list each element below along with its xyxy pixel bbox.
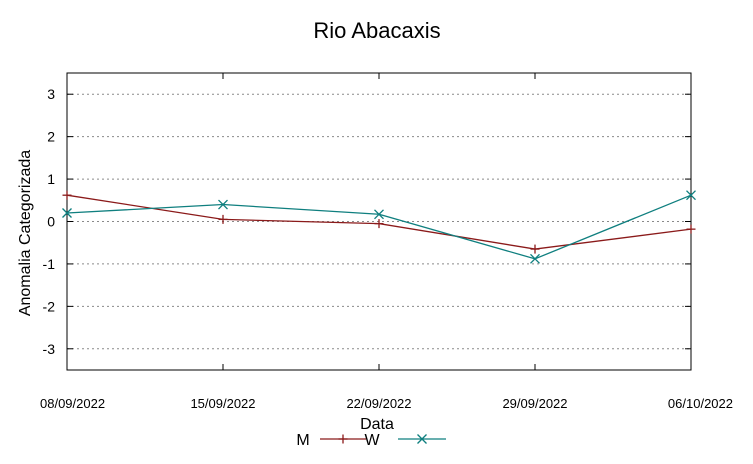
x-tick-label: 08/09/2022 [40,396,105,411]
y-tick-label: 0 [47,214,55,230]
y-tick-label: -3 [43,341,56,357]
legend-marker-W [417,434,427,444]
legend-marker-M [338,434,348,444]
chart-title: Rio Abacaxis [313,18,440,43]
y-tick-label: 3 [47,86,55,102]
series-layer [62,190,696,264]
series-point-W [530,253,540,264]
y-tick-label: -1 [43,256,56,272]
series-point-W [218,199,228,210]
series-point-W [686,190,696,201]
x-tick-label: 15/09/2022 [190,396,255,411]
series-point-W [374,209,384,220]
x-tick-label: 22/09/2022 [346,396,411,411]
y-tick-label: 1 [47,171,55,187]
y-tick-label: 2 [47,129,55,145]
y-axis-label: Anomalia Categorizada [17,150,34,316]
series-point-M [374,219,384,229]
x-axis-label: Data [360,416,394,433]
legend-label-M: M [296,432,309,449]
y-tick-label: -2 [43,298,56,314]
x-tick-label: 06/10/2022 [668,396,733,411]
series-point-M [218,214,228,224]
series-point-M [62,190,72,200]
series-point-W [62,208,72,218]
plot-frame [66,72,692,371]
axes-layer: -3 -2 -1 0 1 2 3 08/09/2022 15/09/2022 22/09/2022… [40,72,733,411]
series-point-M [530,244,540,254]
series-point-M [686,224,696,234]
legend-label-W: W [364,432,380,449]
x-tick-label: 29/09/2022 [502,396,567,411]
